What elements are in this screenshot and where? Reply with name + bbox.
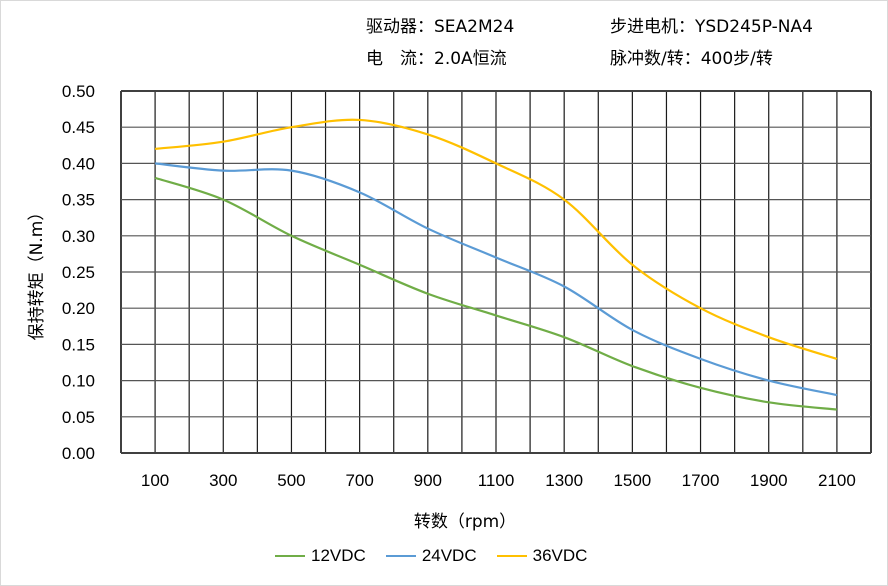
x-tick-label: 1300: [545, 471, 583, 490]
pulses-label: 脉冲数/转：400步/转: [610, 49, 773, 69]
y-tick-label: 0.05: [62, 408, 95, 427]
y-tick-label: 0.30: [62, 227, 95, 246]
x-tick-label: 500: [277, 471, 305, 490]
series-line-24vdc: [154, 162, 838, 397]
y-tick-label: 0.45: [62, 118, 95, 137]
series-line-36vdc: [154, 118, 838, 360]
y-axis-label: 保持转矩（N.m）: [27, 204, 47, 341]
legend-swatch: [496, 555, 527, 557]
legend-swatch: [275, 555, 305, 557]
y-tick-label: 0.20: [62, 299, 95, 318]
x-tick-label: 1500: [613, 471, 651, 490]
legend-label: 36VDC: [532, 546, 588, 565]
y-tick-label: 0.15: [62, 335, 95, 354]
x-tick-label: 1700: [682, 471, 720, 490]
legend-label: 12VDC: [311, 546, 366, 565]
legend-swatch: [385, 555, 416, 557]
current-label: 电 流：2.0A恒流: [366, 49, 507, 69]
driver-label: 驱动器：SEA2M24: [366, 17, 515, 37]
legend-item: 36VDC: [496, 546, 588, 566]
x-tick-label: 1100: [478, 471, 515, 490]
y-tick-label: 0.10: [62, 372, 95, 391]
x-tick-label: 900: [414, 471, 442, 490]
y-tick-label: 0.00: [62, 444, 95, 463]
x-tick-label: 2100: [818, 471, 856, 490]
y-tick-label: 0.25: [62, 263, 95, 282]
x-tick-label: 300: [209, 471, 237, 490]
x-tick-label: 700: [345, 471, 373, 490]
legend: 12VDC 24VDC 36VDC: [275, 546, 587, 566]
y-tick-label: 0.35: [62, 191, 95, 210]
x-axis-label: 转数（rpm）: [414, 512, 516, 532]
legend-item: 12VDC: [275, 546, 366, 566]
x-tick-label: 1900: [750, 471, 788, 490]
y-tick-label: 0.40: [62, 154, 95, 173]
series-line-12vdc: [154, 176, 838, 411]
legend-label: 24VDC: [421, 546, 477, 565]
legend-item: 24VDC: [385, 546, 477, 566]
y-tick-label: 0.50: [62, 82, 95, 101]
x-tick-label: 100: [141, 471, 169, 490]
motor-label: 步进电机：YSD245P-NA4: [610, 17, 813, 37]
